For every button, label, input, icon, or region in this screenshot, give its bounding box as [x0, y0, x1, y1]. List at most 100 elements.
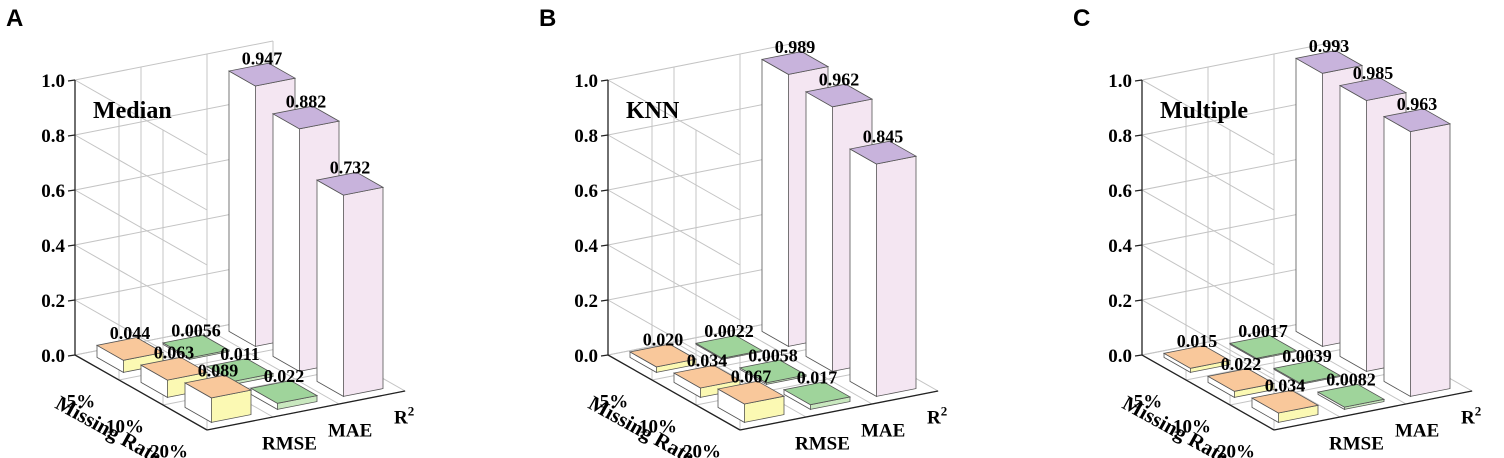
x-axis-title: Missing Rate: [52, 391, 166, 458]
z-tick-label: 0.8: [574, 126, 598, 147]
y-tick-label: RMSE: [262, 434, 317, 455]
z-tick-label: 0.0: [41, 346, 65, 367]
panel-a: A 0.0 0.2 0.4 0.6 0.8 1.0 Median 5% 10% 20%Missing…: [6, 5, 414, 458]
y-tick-label: MAE: [1395, 421, 1439, 442]
bar-mae-20pct: [782, 381, 852, 411]
bar-face: [316, 179, 344, 398]
panel-letter: A: [6, 5, 23, 32]
z-tick-label: 0.2: [574, 291, 598, 312]
data-label: 0.963: [1397, 94, 1438, 114]
z-tick-label: 0.4: [1108, 236, 1132, 257]
x-axis-line: [74, 354, 208, 431]
x-tick-label: 5%: [1134, 392, 1163, 413]
data-label: 0.020: [643, 330, 684, 350]
z-tick-mark: [1134, 244, 1143, 247]
z-tick-label: 0.0: [1108, 346, 1132, 367]
method-title: KNN: [626, 98, 680, 124]
x-tick-label: 20%: [683, 442, 721, 458]
y-axis-line: [206, 390, 406, 431]
bar-top: [628, 343, 698, 368]
z-tick-label: 1.0: [574, 71, 598, 92]
wall-gridline: [607, 40, 807, 81]
data-label: 0.044: [110, 323, 151, 343]
bar-rmse-5pct: [628, 343, 698, 374]
z-tick-label: 0.4: [574, 236, 598, 257]
bar-mae-5pct: [161, 334, 231, 361]
z-tick-mark: [600, 189, 609, 192]
data-label: 0.034: [687, 351, 728, 371]
data-label: 0.0058: [748, 345, 798, 365]
z-tick-mark: [67, 134, 76, 137]
data-label: 0.845: [863, 127, 904, 147]
data-label: 0.985: [1353, 63, 1394, 83]
bar-top: [672, 364, 742, 389]
data-label: 0.0022: [704, 321, 754, 341]
bar-mae-10pct: [1272, 360, 1342, 386]
z-tick-label: 0.6: [1108, 181, 1132, 202]
bar-top: [1382, 108, 1452, 133]
bar-top: [738, 359, 808, 384]
y-tick-label: R2: [394, 404, 414, 429]
z-tick-label: 0.8: [1108, 126, 1132, 147]
z-tick-mark: [67, 79, 76, 82]
bar-rmse-20pct: [1250, 389, 1320, 424]
x-tick-label: 5%: [67, 392, 96, 413]
data-label: 0.067: [731, 367, 772, 387]
x-axis-title: Missing Rate: [585, 391, 699, 458]
data-label: 0.011: [220, 344, 260, 364]
z-tick-label: 0.2: [41, 291, 65, 312]
bar-top: [139, 356, 209, 381]
bar-face: [1383, 115, 1411, 398]
bar-face: [1295, 57, 1323, 348]
wall-gridline: [74, 40, 274, 81]
x-axis-line: [607, 354, 741, 431]
bar-rmse-20pct: [716, 380, 786, 424]
method-title: Median: [93, 98, 172, 124]
z-tick-label: 0.0: [574, 346, 598, 367]
bar-top: [1250, 389, 1320, 414]
data-label: 0.022: [264, 366, 305, 386]
data-label: 0.017: [797, 367, 838, 387]
x-tick-label: 10%: [639, 417, 677, 438]
z-tick-mark: [1134, 299, 1143, 302]
bar-top: [848, 140, 918, 165]
z-tick-mark: [67, 299, 76, 302]
bar-top: [1316, 383, 1386, 408]
bar-top: [271, 105, 341, 130]
bar-r2-20pct: [848, 140, 918, 398]
z-tick-mark: [600, 79, 609, 82]
bar-r2-20pct: [315, 171, 385, 398]
y-axis-line: [1273, 390, 1473, 431]
data-label: 0.034: [1265, 376, 1306, 396]
bar-mae-10pct: [738, 359, 808, 386]
bar-face: [761, 58, 789, 348]
data-label: 0.063: [154, 343, 195, 363]
bar-top: [1294, 50, 1364, 74]
z-tick-mark: [1134, 134, 1143, 137]
floor-gridline: [206, 328, 340, 405]
z-tick-label: 0.6: [41, 181, 65, 202]
bar-top: [760, 51, 830, 75]
bar-face: [805, 91, 833, 373]
z-tick-label: 0.4: [41, 236, 65, 257]
z-tick-mark: [600, 299, 609, 302]
bar-mae-5pct: [1228, 335, 1298, 361]
bar-top: [95, 337, 165, 361]
z-tick-label: 0.6: [574, 181, 598, 202]
bar-top: [1162, 345, 1232, 369]
z-tick-label: 0.2: [1108, 291, 1132, 312]
data-label: 0.882: [286, 91, 327, 111]
data-label: 0.0056: [171, 320, 221, 340]
x-axis-line: [1141, 354, 1275, 431]
y-tick-label: RMSE: [1329, 434, 1384, 455]
data-label: 0.732: [330, 158, 371, 178]
bar-top: [782, 381, 852, 406]
bar-top: [183, 374, 253, 399]
bar-top: [1272, 360, 1342, 384]
x-tick-label: 20%: [150, 442, 188, 458]
panel-letter: C: [1073, 5, 1090, 32]
method-title: Multiple: [1160, 98, 1248, 124]
z-tick-mark: [1134, 354, 1143, 357]
bar-top: [1228, 335, 1298, 359]
